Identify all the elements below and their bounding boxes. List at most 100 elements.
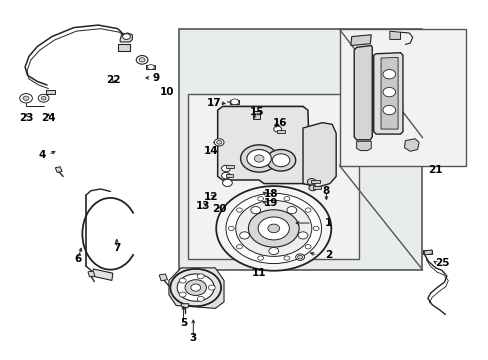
Circle shape (20, 94, 32, 103)
Circle shape (136, 55, 148, 64)
Circle shape (240, 145, 277, 172)
Circle shape (216, 140, 221, 144)
Text: 20: 20 (211, 204, 226, 215)
Polygon shape (404, 139, 418, 151)
Circle shape (307, 179, 316, 185)
Text: 18: 18 (264, 189, 278, 199)
Text: 24: 24 (41, 113, 56, 123)
Text: 13: 13 (195, 201, 210, 211)
Polygon shape (55, 167, 62, 172)
Text: 7: 7 (113, 243, 120, 253)
Text: 22: 22 (106, 75, 121, 85)
Text: 8: 8 (322, 186, 329, 196)
Circle shape (246, 149, 271, 167)
Circle shape (23, 96, 29, 100)
Circle shape (208, 285, 215, 290)
Circle shape (197, 274, 203, 279)
Circle shape (305, 244, 310, 249)
Text: 4: 4 (39, 150, 46, 160)
Bar (310, 180, 319, 183)
Text: 6: 6 (74, 254, 81, 264)
Circle shape (308, 185, 316, 191)
Circle shape (38, 94, 49, 102)
Circle shape (295, 254, 304, 260)
Circle shape (235, 201, 311, 256)
Circle shape (272, 154, 289, 167)
Circle shape (221, 172, 230, 179)
Circle shape (268, 247, 278, 255)
Circle shape (236, 208, 242, 212)
Polygon shape (303, 123, 335, 187)
Polygon shape (120, 33, 132, 42)
Circle shape (257, 256, 263, 260)
Circle shape (197, 296, 203, 301)
Polygon shape (423, 250, 432, 255)
Bar (225, 165, 233, 168)
Text: 5: 5 (180, 319, 187, 328)
Text: 23: 23 (19, 113, 33, 123)
Bar (230, 100, 239, 104)
Circle shape (236, 244, 242, 249)
Text: 21: 21 (427, 165, 442, 175)
Text: 19: 19 (264, 198, 278, 208)
Text: 15: 15 (249, 107, 264, 117)
Circle shape (382, 105, 395, 115)
Bar (253, 111, 260, 119)
Text: 12: 12 (203, 192, 218, 202)
Circle shape (284, 256, 289, 260)
Polygon shape (356, 141, 370, 150)
Circle shape (254, 155, 264, 162)
Circle shape (147, 64, 154, 69)
Circle shape (222, 179, 232, 186)
Text: 1: 1 (324, 218, 331, 228)
Circle shape (230, 99, 238, 105)
Polygon shape (159, 274, 167, 281)
Bar (118, 44, 130, 50)
Circle shape (250, 207, 260, 214)
Bar (339, 30, 466, 166)
Text: 16: 16 (272, 118, 286, 128)
Circle shape (41, 96, 46, 100)
Polygon shape (168, 268, 224, 309)
Text: 2: 2 (324, 250, 331, 260)
Polygon shape (88, 271, 95, 277)
Circle shape (258, 217, 289, 240)
Text: 17: 17 (206, 98, 221, 108)
Circle shape (225, 193, 321, 264)
Circle shape (170, 269, 221, 306)
Circle shape (122, 34, 130, 40)
Polygon shape (353, 45, 371, 140)
Circle shape (179, 292, 186, 297)
Circle shape (298, 232, 307, 239)
Circle shape (266, 149, 295, 171)
Circle shape (177, 274, 214, 301)
Circle shape (190, 284, 200, 291)
Circle shape (221, 165, 230, 172)
Bar (226, 174, 233, 177)
Bar (146, 65, 155, 69)
Circle shape (305, 208, 310, 212)
Circle shape (179, 278, 186, 283)
Circle shape (382, 69, 395, 79)
Polygon shape (380, 57, 397, 129)
Circle shape (248, 210, 299, 247)
Bar (178, 30, 422, 270)
Polygon shape (350, 35, 370, 45)
Text: 3: 3 (189, 333, 197, 343)
Bar (276, 130, 285, 134)
Bar (188, 94, 358, 259)
Circle shape (284, 197, 289, 201)
Circle shape (297, 255, 302, 259)
Circle shape (313, 226, 319, 230)
Circle shape (273, 126, 281, 132)
Bar (422, 249, 431, 254)
Bar (312, 186, 320, 189)
Circle shape (139, 58, 145, 62)
Text: 14: 14 (203, 146, 218, 156)
Polygon shape (217, 107, 310, 184)
Text: 11: 11 (251, 268, 266, 278)
Circle shape (257, 197, 263, 201)
Circle shape (216, 186, 330, 271)
Polygon shape (181, 304, 188, 308)
Circle shape (286, 207, 296, 214)
